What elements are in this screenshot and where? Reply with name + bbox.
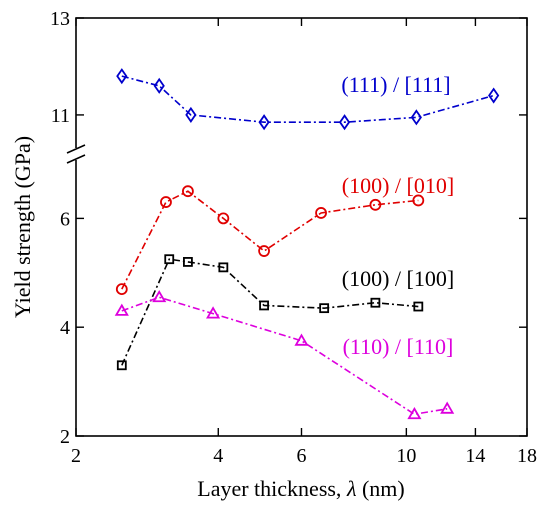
series-label: (111) / [111] xyxy=(341,72,450,97)
y-axis-label: Yield strength (GPa) xyxy=(10,136,35,318)
series-square xyxy=(116,254,424,371)
axis-break-mark xyxy=(66,144,86,154)
diamond-marker xyxy=(258,114,270,131)
x-tick-label: 2 xyxy=(71,445,81,467)
circle-marker xyxy=(115,283,128,296)
diamond-marker xyxy=(410,109,422,126)
diamond-marker xyxy=(488,87,500,104)
plot-frame xyxy=(75,17,528,437)
x-axis-label: Layer thickness, λ (nm) xyxy=(197,476,404,501)
series-line xyxy=(121,75,494,123)
series-label: (100) / [100] xyxy=(342,266,454,291)
series-circle xyxy=(115,185,425,296)
y-tick-label: 11 xyxy=(51,105,70,127)
square-marker xyxy=(413,301,424,312)
square-marker xyxy=(218,262,229,273)
square-marker xyxy=(183,257,193,267)
x-tick-label: 4 xyxy=(213,445,223,467)
series-line xyxy=(121,258,419,366)
square-marker xyxy=(370,297,381,308)
circle-marker xyxy=(412,194,425,207)
triangle-marker xyxy=(152,289,167,303)
series-triangle xyxy=(114,289,455,420)
series-line xyxy=(121,190,419,290)
triangle-marker xyxy=(440,401,455,414)
square-marker xyxy=(319,303,330,314)
x-tick-label: 10 xyxy=(396,445,416,467)
y-tick-label: 6 xyxy=(60,208,70,230)
series-line xyxy=(121,296,448,416)
x-tick-label: 18 xyxy=(517,445,537,467)
circle-marker xyxy=(217,212,230,225)
series-label: (110) / [110] xyxy=(343,334,454,359)
axes: 2 4 6 10 14 18 2 4 6 11 13 xyxy=(50,8,537,467)
triangle-marker xyxy=(407,406,422,420)
diamond-marker xyxy=(153,77,165,94)
axis-break-mark xyxy=(66,154,86,164)
circle-marker xyxy=(369,198,382,211)
triangle-marker xyxy=(206,306,221,319)
square-marker xyxy=(259,300,269,311)
series-diamond xyxy=(116,68,500,131)
y-tick-label: 4 xyxy=(60,317,70,339)
series-labels: (111) / [111] (100) / [010] (100) / [100] (… xyxy=(341,72,454,359)
x-tick-label: 6 xyxy=(297,445,307,467)
triangle-marker xyxy=(114,303,129,316)
series-label: (100) / [010] xyxy=(342,173,454,198)
x-tick-label: 14 xyxy=(465,445,485,467)
square-marker xyxy=(116,360,127,371)
axis-break-gap xyxy=(73,148,81,160)
y-tick-label: 13 xyxy=(50,8,70,30)
circle-marker xyxy=(182,185,194,198)
circle-marker xyxy=(315,207,327,219)
diamond-marker xyxy=(116,68,128,85)
triangle-marker xyxy=(294,333,309,346)
diamond-marker xyxy=(185,106,197,124)
circle-marker xyxy=(258,245,270,257)
plot-marks xyxy=(114,68,500,420)
y-tick-label: 2 xyxy=(60,426,70,448)
square-marker xyxy=(164,254,175,265)
diamond-marker xyxy=(338,114,351,131)
circle-marker xyxy=(160,196,172,208)
